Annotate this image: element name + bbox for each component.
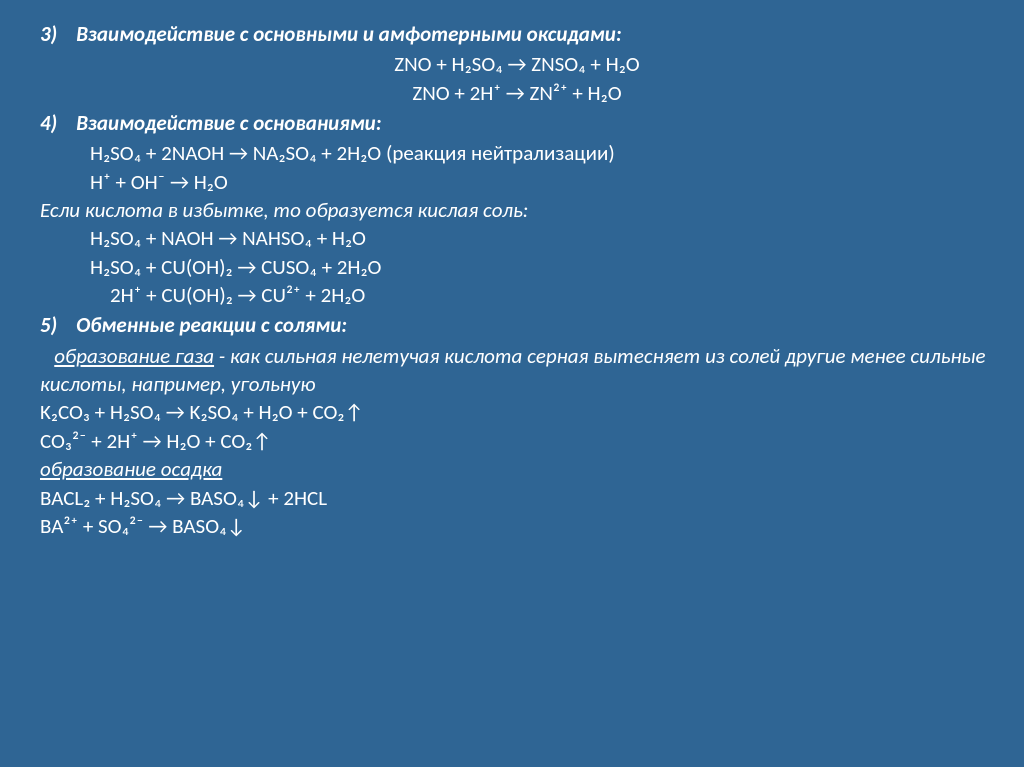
equation-3-1: ZNO + H₂SO₄ → ZNSO₄ + H₂O [40, 50, 994, 78]
section-5-heading: 5) Обменные реакции с солями: [40, 311, 994, 339]
equation-5-2: CO₃²⁻ + 2H⁺ → H₂O + CO₂↑ [40, 427, 994, 455]
gas-formation-line: образование газа - как сильная нелетучая… [40, 342, 994, 399]
section-3-heading: 3) Взаимодействие с основными и амфотерн… [40, 20, 994, 48]
equation-4-5: 2H⁺ + CU(OH)₂ → CU²⁺ + 2H₂O [40, 281, 994, 309]
chemistry-slide: 3) Взаимодействие с основными и амфотерн… [0, 0, 1024, 560]
equation-4-2: H⁺ + OH⁻ → H₂O [40, 168, 994, 196]
section-3-number: 3) [40, 21, 57, 47]
equation-4-4: H₂SO₄ + CU(OH)₂ → CUSO₄ + 2H₂O [40, 253, 994, 281]
section-4-heading: 4) Взаимодействие с основаниями: [40, 109, 994, 137]
section-4-number: 4) [40, 110, 57, 136]
section-5-title: Обменные реакции с солями: [76, 312, 347, 338]
section-3-title: Взаимодействие с основными и амфотерными… [76, 21, 621, 47]
equation-4-3: H₂SO₄ + NAOH → NAHSO₄ + H₂O [40, 224, 994, 252]
equation-3-2: ZNO + 2H⁺ → ZN²⁺ + H₂O [40, 79, 994, 107]
equation-5-1: K₂CO₃ + H₂SO₄ → K₂SO₄ + H₂O + CO₂↑ [40, 398, 994, 426]
gas-label: образование газа [54, 343, 214, 369]
equation-4-1: H₂SO₄ + 2NAOH → NA₂SO₄ + 2H₂O (реакция н… [40, 139, 994, 167]
equation-5-3: BACL₂ + H₂SO₄ → BASO₄↓ + 2HCL [40, 484, 994, 512]
section-5-number: 5) [40, 312, 57, 338]
precipitate-label: образование осадка [40, 455, 222, 483]
section-4-note: Если кислота в избытке, то образуется ки… [40, 196, 994, 224]
equation-5-4: BA²⁺ + SO₄²⁻ → BASO₄↓ [40, 512, 994, 540]
gas-dash: - [214, 343, 230, 369]
section-4-title: Взаимодействие с основаниями: [76, 110, 381, 136]
